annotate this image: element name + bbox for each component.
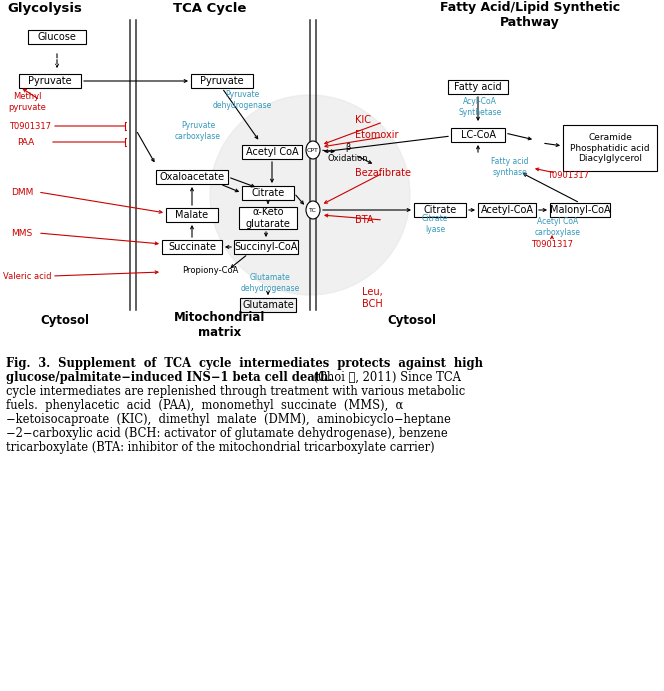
Text: Pyruvate: Pyruvate: [200, 76, 244, 86]
Text: −ketoisocaproate  (KIC),  dimethyl  malate  (DMM),  aminobicyclo−heptane: −ketoisocaproate (KIC), dimethyl malate …: [6, 413, 451, 426]
Bar: [242, 145, 302, 159]
Text: LC-CoA: LC-CoA: [461, 130, 495, 140]
Text: T0901317: T0901317: [531, 240, 573, 249]
Text: Fatty acid
synthase: Fatty acid synthase: [491, 158, 529, 177]
Text: Malonyl-CoA: Malonyl-CoA: [550, 205, 610, 215]
Circle shape: [210, 95, 410, 295]
Text: Citrate: Citrate: [424, 205, 457, 215]
Text: Acetyl CoA: Acetyl CoA: [246, 147, 298, 157]
Ellipse shape: [306, 201, 320, 219]
Text: Malate: Malate: [175, 210, 208, 220]
Text: Methyl
pyruvate: Methyl pyruvate: [8, 93, 46, 112]
Text: Acetyl CoA
carboxylase: Acetyl CoA carboxylase: [535, 217, 581, 237]
Text: TC: TC: [309, 207, 317, 213]
Text: Fatty acid: Fatty acid: [454, 82, 502, 92]
Text: glucose/palmitate−induced INS−1 beta cell death.: glucose/palmitate−induced INS−1 beta cel…: [6, 370, 332, 384]
Text: Glutamate
dehydrogenase: Glutamate dehydrogenase: [240, 274, 299, 293]
Text: −2−carboxylic acid (BCH: activator of glutamate dehydrogenase), benzene: −2−carboxylic acid (BCH: activator of gl…: [6, 426, 448, 439]
Bar: [414, 203, 466, 217]
Bar: [448, 80, 508, 94]
Bar: [28, 30, 86, 44]
Bar: [234, 240, 298, 254]
Bar: [191, 74, 253, 88]
Text: Valeric acid: Valeric acid: [3, 272, 51, 281]
Text: Succinyl-CoA: Succinyl-CoA: [234, 242, 297, 252]
Text: Mitochondrial
matrix: Mitochondrial matrix: [175, 311, 266, 339]
Text: Oxaloacetate: Oxaloacetate: [159, 172, 224, 182]
Bar: [156, 170, 228, 184]
Text: Glycolysis: Glycolysis: [7, 1, 82, 15]
Text: PAA: PAA: [17, 138, 35, 146]
Bar: [166, 208, 218, 222]
Text: fuels.  phenylacetic  acid  (PAA),  monomethyl  succinate  (MMS),  α: fuels. phenylacetic acid (PAA), monometh…: [6, 399, 403, 412]
Text: Citrate: Citrate: [252, 188, 285, 198]
Text: T0901317: T0901317: [547, 171, 589, 180]
Text: Pyruvate
dehydrogenase: Pyruvate dehydrogenase: [212, 91, 272, 110]
Bar: [239, 207, 297, 229]
Text: Citrate
lyase: Citrate lyase: [422, 214, 448, 234]
Bar: [478, 203, 536, 217]
Text: cycle intermediates are replenished through treatment with various metabolic: cycle intermediates are replenished thro…: [6, 384, 465, 397]
Text: BTA: BTA: [355, 215, 373, 225]
Text: α-Keto
glutarate: α-Keto glutarate: [246, 207, 290, 229]
Text: Acetyl-CoA: Acetyl-CoA: [481, 205, 533, 215]
Text: T0901317: T0901317: [9, 122, 51, 131]
Text: Cytosol: Cytosol: [41, 314, 90, 327]
Text: Acyl-CoA
Synthetase: Acyl-CoA Synthetase: [458, 97, 501, 117]
Text: Bezafibrate: Bezafibrate: [355, 168, 411, 178]
Text: CPT: CPT: [307, 147, 319, 153]
Bar: [451, 128, 505, 142]
Text: Fatty Acid/Lipid Synthetic
Pathway: Fatty Acid/Lipid Synthetic Pathway: [440, 1, 620, 29]
Text: Etomoxir: Etomoxir: [355, 130, 398, 140]
Text: KIC: KIC: [355, 115, 371, 125]
Bar: [550, 203, 610, 217]
Text: Fig.  3.  Supplement  of  TCA  cycle  intermediates  protects  against  high: Fig. 3. Supplement of TCA cycle intermed…: [6, 357, 483, 370]
Text: β
Oxidation: β Oxidation: [328, 143, 369, 162]
Text: Propiony-CoA: Propiony-CoA: [182, 265, 238, 274]
Bar: [242, 186, 294, 200]
Text: Glucose: Glucose: [38, 32, 76, 42]
Text: MMS: MMS: [11, 229, 33, 238]
Text: Leu,
BCH: Leu, BCH: [362, 287, 382, 309]
Text: tricarboxylate (BTA: inhibitor of the mitochondrial tricarboxylate carrier): tricarboxylate (BTA: inhibitor of the mi…: [6, 440, 435, 453]
Bar: [563, 125, 657, 171]
Text: Pyruvate
carboxylase: Pyruvate carboxylase: [175, 122, 221, 141]
Text: Glutamate: Glutamate: [242, 300, 294, 310]
Bar: [240, 298, 296, 312]
Ellipse shape: [306, 141, 320, 159]
Text: Pyruvate: Pyruvate: [28, 76, 72, 86]
Text: (Choi 등, 2011) Since TCA: (Choi 등, 2011) Since TCA: [310, 370, 461, 384]
Text: Cytosol: Cytosol: [388, 314, 436, 327]
Bar: [19, 74, 81, 88]
Bar: [162, 240, 222, 254]
Text: DMM: DMM: [11, 187, 33, 196]
Text: Succinate: Succinate: [168, 242, 216, 252]
Text: TCA Cycle: TCA Cycle: [173, 1, 247, 15]
Text: Ceramide
Phosphatidic acid
Diacylglycerol: Ceramide Phosphatidic acid Diacylglycero…: [570, 133, 650, 163]
